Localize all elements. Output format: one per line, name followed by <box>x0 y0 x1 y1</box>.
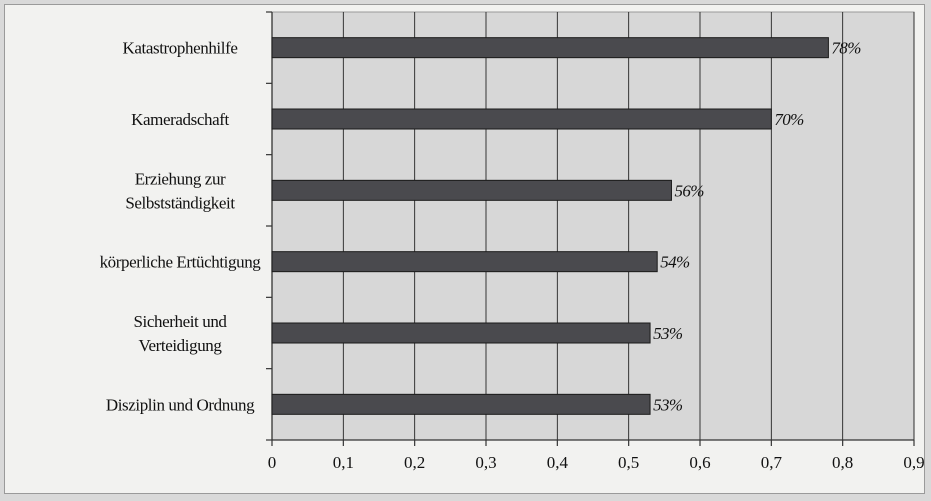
x-tick-label-1: 0,1 <box>333 453 354 472</box>
category-label-2: Kameradschaft <box>131 110 229 129</box>
category-label-3-line-2: Selbstständigkeit <box>125 193 235 212</box>
category-label-1: Katastrophenhilfe <box>123 39 238 58</box>
bar-3 <box>271 179 672 201</box>
x-tick-label-8: 0,8 <box>832 453 853 472</box>
category-label-4: körperliche Ertüchtigung <box>100 253 262 272</box>
axes <box>266 11 915 446</box>
gridlines <box>342 12 915 440</box>
category-label-5-line-2: Verteidigung <box>138 336 222 355</box>
bar-4 <box>271 251 658 273</box>
data-label-3: 56% <box>674 181 704 200</box>
category-label-6: Disziplin und Ordnung <box>106 395 255 414</box>
category-label-3-line-1: Erziehung zur <box>135 169 226 188</box>
data-label-4: 54% <box>660 253 690 272</box>
data-label-5: 53% <box>653 324 683 343</box>
bar-series <box>271 37 829 415</box>
x-tick-label-5: 0,5 <box>618 453 639 472</box>
bar-5 <box>271 322 651 344</box>
x-tick-label-3: 0,3 <box>475 453 496 472</box>
x-tick-label-7: 0,7 <box>761 453 783 472</box>
data-label-1: 78% <box>831 39 861 58</box>
bar-1 <box>271 37 829 59</box>
x-tick-label-9: 0,9 <box>903 453 924 472</box>
category-labels: Katastrophenhilfe Kameradschaft Erziehung … <box>100 39 262 415</box>
category-label-5-line-1: Sicherheit und <box>133 312 227 331</box>
x-tick-label-6: 0,6 <box>689 453 710 472</box>
x-tick-label-4: 0,4 <box>547 453 569 472</box>
data-label-2: 70% <box>774 110 804 129</box>
bar-6 <box>271 393 651 415</box>
data-label-6: 53% <box>653 395 683 414</box>
x-tick-labels: 0 0,1 0,2 0,3 0,4 0,5 0,6 0,7 0,8 0,9 <box>268 453 925 472</box>
plot-area <box>271 11 915 441</box>
data-labels: 78% 70% 56% 54% 53% 53% <box>653 39 862 415</box>
x-tick-label-2: 0,2 <box>404 453 425 472</box>
bar-2 <box>271 108 772 130</box>
x-tick-label-0: 0 <box>268 453 277 472</box>
